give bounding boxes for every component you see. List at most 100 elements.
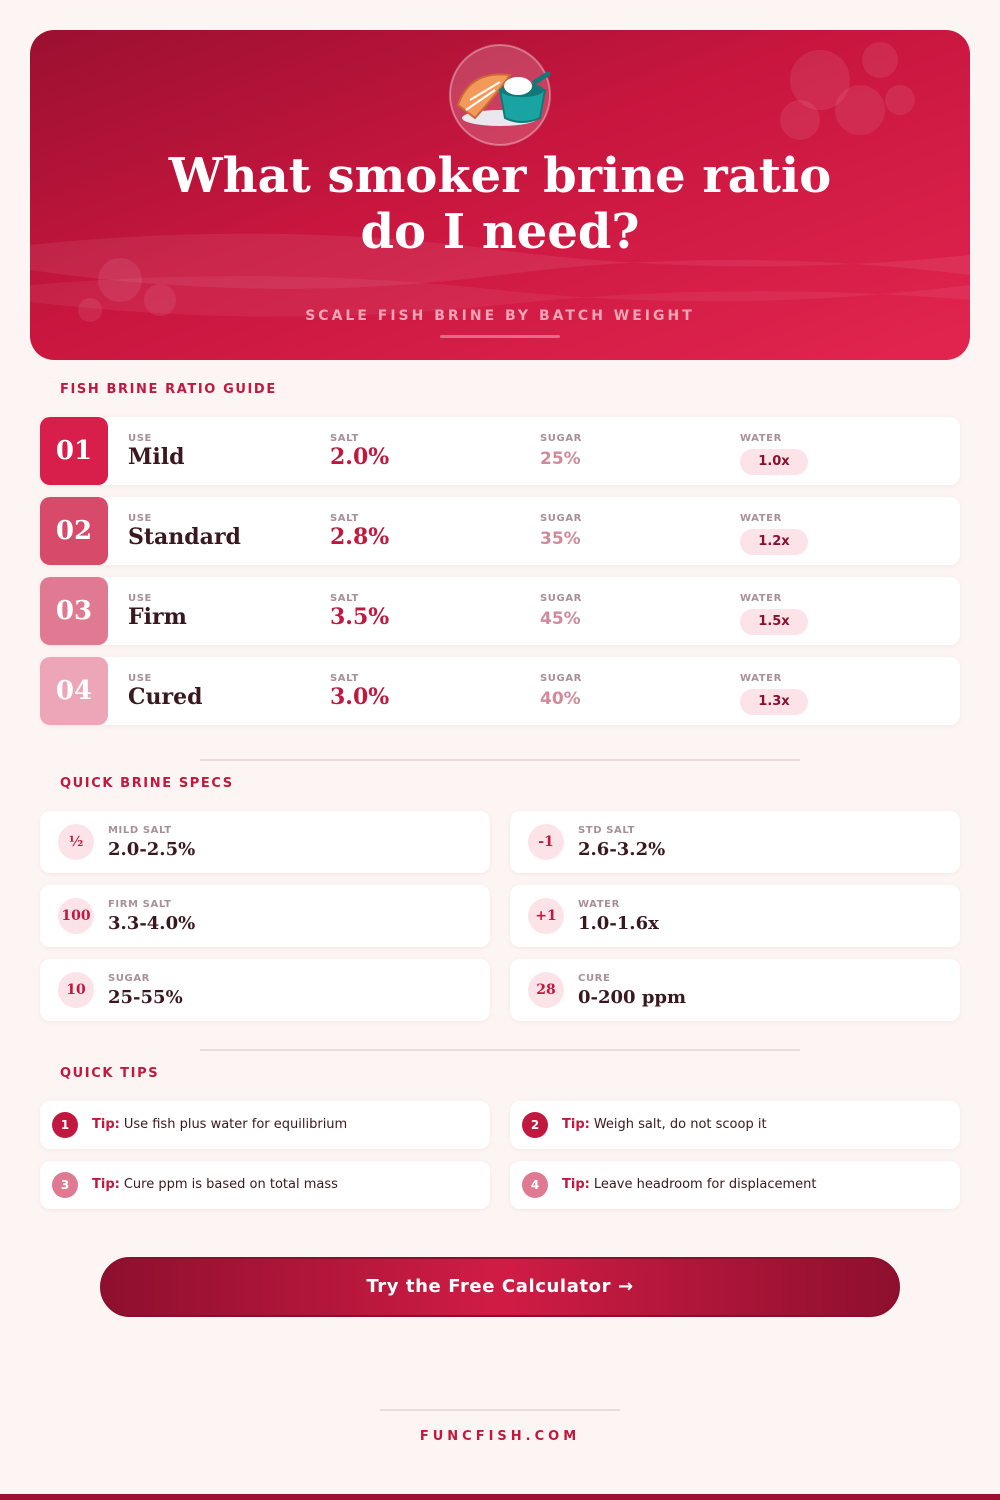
spec-card: -1 STD SALT 2.6-3.2% <box>510 811 960 873</box>
row-number: 02 <box>40 497 108 565</box>
tip-prefix: Tip: <box>562 1177 590 1192</box>
column-label: WATER <box>740 593 782 604</box>
spec-value: 2.0-2.5% <box>108 839 196 860</box>
salt-value: 2.8% <box>330 524 390 550</box>
use-value: Cured <box>128 684 203 710</box>
guide-row: 04 USE Cured SALT 3.0% SUGAR 40% WATER 1.3x <box>40 657 960 725</box>
row-number: 03 <box>40 577 108 645</box>
salt-value: 3.0% <box>330 684 390 710</box>
water-pill: 1.3x <box>740 689 808 715</box>
spec-card: +1 WATER 1.0-1.6x <box>510 885 960 947</box>
column-label: SALT <box>330 593 359 604</box>
header-banner: What smoker brine ratio do I need? SCALE… <box>30 30 970 360</box>
spec-label: CURE <box>578 973 611 984</box>
sugar-value: 40% <box>540 689 581 709</box>
tip-text: Cure ppm is based on total mass <box>123 1177 338 1192</box>
column-label: SUGAR <box>540 433 582 444</box>
column-label: SUGAR <box>540 513 582 524</box>
column-label: USE <box>128 433 152 444</box>
spec-icon: 100 <box>58 898 94 934</box>
column-label: WATER <box>740 673 782 684</box>
column-label: SALT <box>330 433 359 444</box>
column-label: WATER <box>740 513 782 524</box>
use-value: Mild <box>128 444 185 470</box>
column-label: USE <box>128 673 152 684</box>
tip-line: Tip: Use fish plus water for equilibrium <box>92 1117 347 1132</box>
spec-value: 25-55% <box>108 987 183 1008</box>
divider <box>200 759 800 761</box>
row-number: 01 <box>40 417 108 485</box>
column-label: SUGAR <box>540 593 582 604</box>
bottom-bar <box>0 1494 1000 1500</box>
subtitle: SCALE FISH BRINE BY BATCH WEIGHT <box>305 308 695 324</box>
spec-icon: 10 <box>58 972 94 1008</box>
title: What smoker brine ratio do I need? <box>168 148 832 260</box>
tip-text: Leave headroom for displacement <box>593 1177 817 1192</box>
spec-label: FIRM SALT <box>108 899 172 910</box>
row-number: 04 <box>40 657 108 725</box>
tip-text: Weigh salt, do not scoop it <box>593 1117 767 1132</box>
spec-icon: -1 <box>528 824 564 860</box>
spec-icon: +1 <box>528 898 564 934</box>
spec-value: 0-200 ppm <box>578 987 687 1008</box>
section-heading: QUICK BRINE SPECS <box>60 776 234 791</box>
spec-label: WATER <box>578 899 620 910</box>
guide-row: 01 USE Mild SALT 2.0% SUGAR 25% WATER 1.0x <box>40 417 960 485</box>
guide-row: 03 USE Firm SALT 3.5% SUGAR 45% WATER 1.5x <box>40 577 960 645</box>
cta-button[interactable]: Try the Free Calculator → <box>100 1257 900 1317</box>
spec-value: 2.6-3.2% <box>578 839 666 860</box>
tip-number: 2 <box>522 1112 548 1138</box>
footer-brand: FUNCFISH.COM <box>419 1429 581 1444</box>
spec-value: 3.3-4.0% <box>108 913 196 934</box>
spec-card: 100 FIRM SALT 3.3-4.0% <box>40 885 490 947</box>
sugar-value: 45% <box>540 609 581 629</box>
tip-card: 3 Tip: Cure ppm is based on total mass <box>40 1161 490 1209</box>
tip-prefix: Tip: <box>562 1117 590 1132</box>
water-pill: 1.5x <box>740 609 808 635</box>
tip-card: 1 Tip: Use fish plus water for equilibrium <box>40 1101 490 1149</box>
spec-icon: 28 <box>528 972 564 1008</box>
salt-value: 2.0% <box>330 444 390 470</box>
spec-label: MILD SALT <box>108 825 172 836</box>
water-pill: 1.2x <box>740 529 808 555</box>
spec-label: STD SALT <box>578 825 636 836</box>
subtitle-underline <box>440 335 560 338</box>
divider <box>200 1049 800 1051</box>
tip-line: Tip: Cure ppm is based on total mass <box>92 1177 338 1192</box>
spec-label: SUGAR <box>108 973 150 984</box>
spec-card: 10 SUGAR 25-55% <box>40 959 490 1021</box>
use-value: Firm <box>128 604 187 630</box>
spec-card: ½ MILD SALT 2.0-2.5% <box>40 811 490 873</box>
spec-icon: ½ <box>58 824 94 860</box>
sugar-value: 25% <box>540 449 581 469</box>
section-heading: FISH BRINE RATIO GUIDE <box>60 382 277 397</box>
column-label: WATER <box>740 433 782 444</box>
header-decoration <box>30 42 970 322</box>
column-label: USE <box>128 513 152 524</box>
tip-line: Tip: Weigh salt, do not scoop it <box>562 1117 767 1132</box>
column-label: USE <box>128 593 152 604</box>
tip-number: 4 <box>522 1172 548 1198</box>
section-heading: QUICK TIPS <box>60 1066 160 1081</box>
tip-text: Use fish plus water for equilibrium <box>123 1117 348 1132</box>
tip-prefix: Tip: <box>92 1177 120 1192</box>
tip-line: Tip: Leave headroom for displacement <box>562 1177 816 1192</box>
tip-prefix: Tip: <box>92 1117 120 1132</box>
tip-number: 3 <box>52 1172 78 1198</box>
column-label: SUGAR <box>540 673 582 684</box>
salt-value: 3.5% <box>330 604 390 630</box>
footer-line <box>380 1409 620 1411</box>
spec-value: 1.0-1.6x <box>578 913 659 934</box>
guide-row: 02 USE Standard SALT 2.8% SUGAR 35% WATER 1.2x <box>40 497 960 565</box>
tip-card: 2 Tip: Weigh salt, do not scoop it <box>510 1101 960 1149</box>
column-label: SALT <box>330 673 359 684</box>
water-pill: 1.0x <box>740 449 808 475</box>
use-value: Standard <box>128 524 241 550</box>
sugar-value: 35% <box>540 529 581 549</box>
column-label: SALT <box>330 513 359 524</box>
spec-card: 28 CURE 0-200 ppm <box>510 959 960 1021</box>
tip-card: 4 Tip: Leave headroom for displacement <box>510 1161 960 1209</box>
tip-number: 1 <box>52 1112 78 1138</box>
